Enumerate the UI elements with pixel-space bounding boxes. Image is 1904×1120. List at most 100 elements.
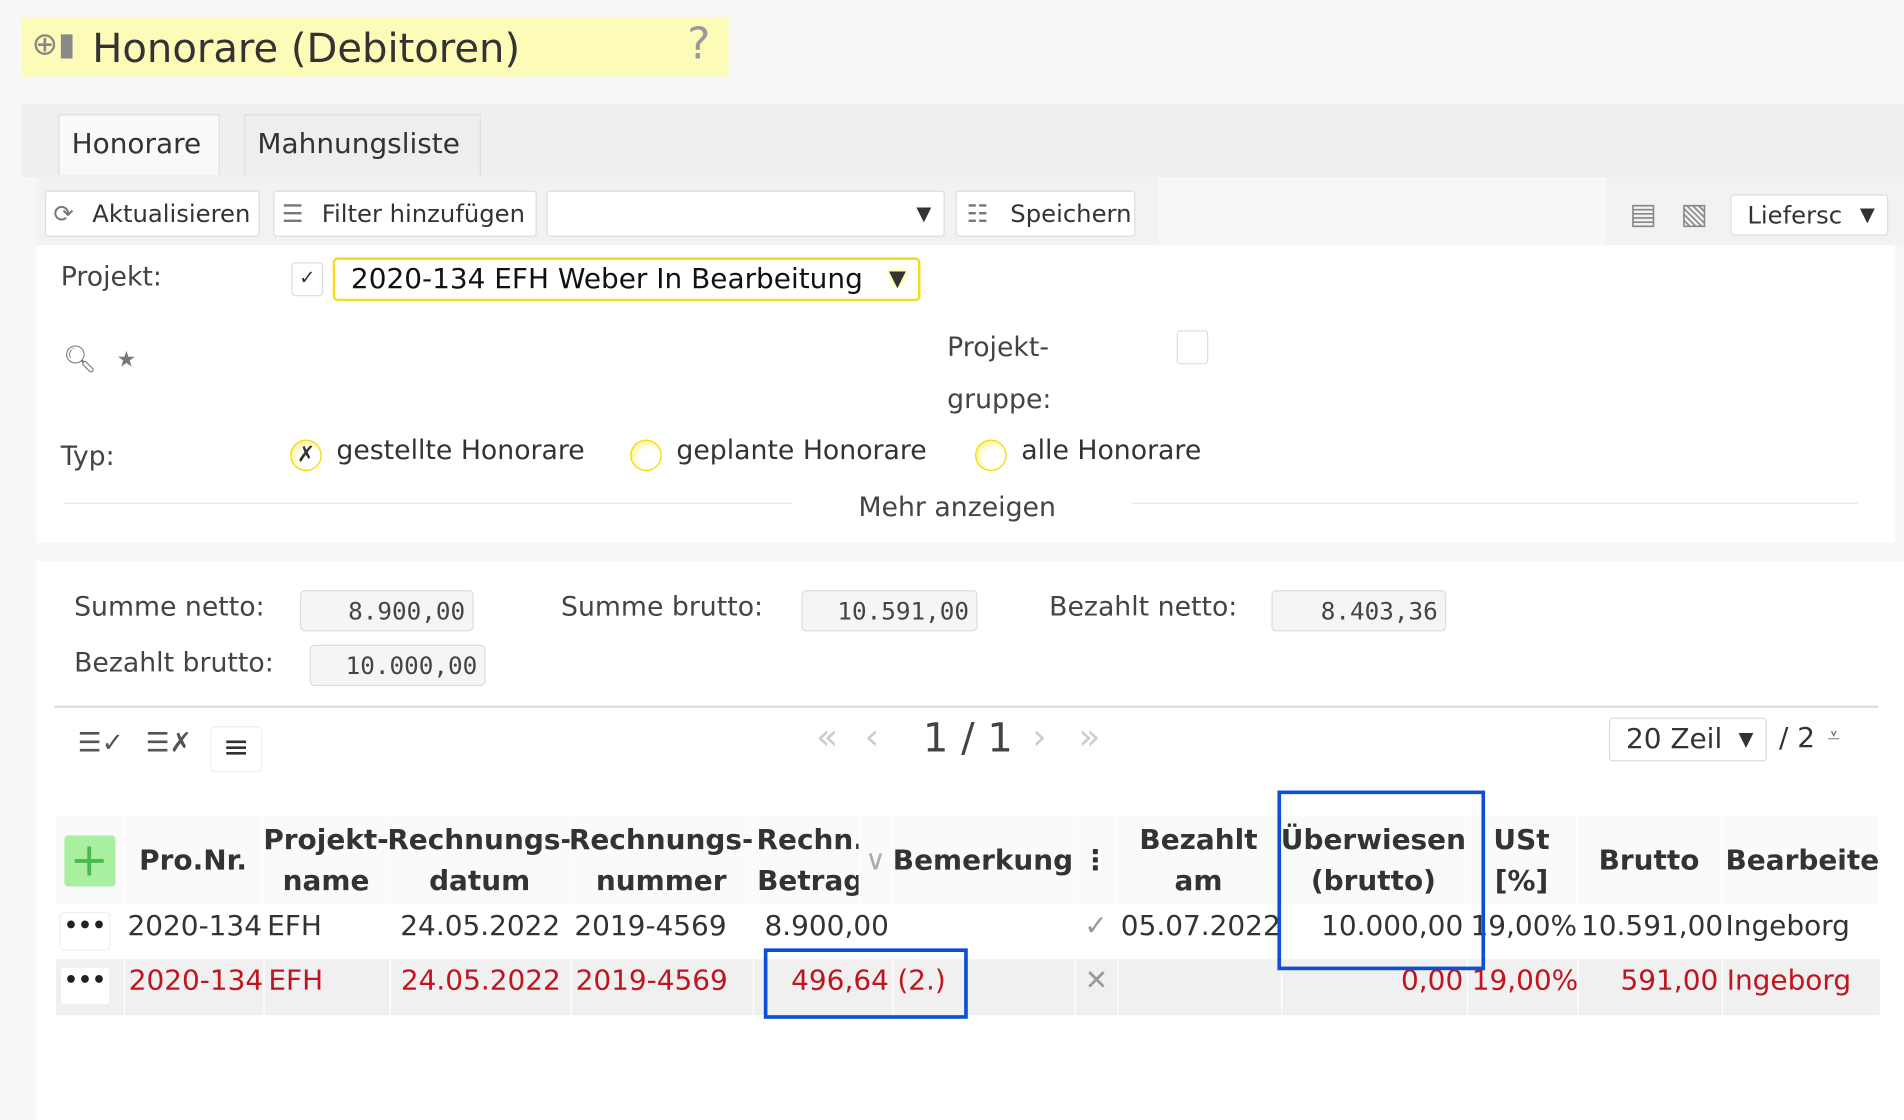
- export-select[interactable]: Liefersc ▼: [1730, 194, 1889, 236]
- highlight-ueberwiesen: [1277, 790, 1486, 971]
- chevron-down-icon: ▼: [1738, 727, 1754, 751]
- header-bemerkung[interactable]: Bemerkung: [892, 816, 1075, 905]
- chevron-down-icon: ▼: [916, 201, 932, 225]
- first-page-icon[interactable]: «: [816, 716, 839, 759]
- save-filter-icon: ☷: [966, 199, 989, 229]
- page-header: ⊕▮ Honorare (Debitoren) ?: [21, 17, 729, 77]
- sort-desc-icon[interactable]: ∨: [859, 816, 893, 905]
- typ-label: Typ:: [60, 442, 115, 473]
- header-pronr[interactable]: Pro.Nr.: [123, 816, 264, 905]
- bezahlt-netto-label: Bezahlt netto:: [1049, 592, 1238, 623]
- radio-gestellte-label[interactable]: gestellte Honorare: [336, 435, 585, 467]
- page-indicator: 1 / 1: [922, 714, 1013, 762]
- header-ust[interactable]: USt [%]: [1466, 816, 1578, 905]
- export-select-value: Liefersc: [1747, 200, 1843, 230]
- add-row-cell: +: [55, 816, 124, 905]
- tab-mahnungsliste[interactable]: Mahnungsliste: [244, 114, 481, 175]
- save-label: Speichern: [1010, 199, 1132, 229]
- tab-honorare[interactable]: Honorare: [58, 114, 220, 175]
- filter-select[interactable]: ▼: [546, 190, 945, 237]
- bezahlt-brutto-label: Bezahlt brutto:: [74, 648, 274, 679]
- summe-netto-value: 8.900,00: [299, 590, 474, 632]
- cell-bemerkung: (2.): [892, 959, 1075, 1016]
- refresh-label: Aktualisieren: [92, 199, 251, 229]
- radio-geplante-label[interactable]: geplante Honorare: [676, 435, 927, 467]
- paid-check-icon: ✓: [1074, 904, 1118, 960]
- next-page-icon[interactable]: ›: [1032, 716, 1047, 759]
- summe-netto-label: Summe netto:: [74, 592, 265, 623]
- summe-brutto-label: Summe brutto:: [561, 592, 764, 623]
- filter-icon: ☰: [281, 199, 304, 229]
- csv-export-icon[interactable]: ▤: [1629, 196, 1658, 231]
- bezahlt-brutto-value: 10.000,00: [309, 644, 486, 687]
- header-ueberwiesen[interactable]: Überwiesen (brutto): [1281, 816, 1467, 905]
- tab-bar: Honorare Mahnungsliste: [21, 104, 1904, 178]
- cell-rechnungsnummer: 2019-4569: [570, 959, 753, 1016]
- header-rechnungsdatum[interactable]: Rechnungs- datum: [389, 816, 571, 905]
- rows-per-page-select[interactable]: 20 Zeil ▼: [1608, 717, 1767, 762]
- prev-page-icon[interactable]: ‹: [864, 716, 880, 759]
- star-icon[interactable]: ★: [116, 347, 137, 373]
- header-rechnungsnummer[interactable]: Rechnungs- nummer: [570, 816, 753, 905]
- unpaid-x-icon: ✕: [1074, 959, 1118, 1016]
- column-count: / 2: [1778, 722, 1816, 755]
- cell-brutto: 10.591,00: [1577, 904, 1722, 960]
- cell-rechnungsnummer: 2019-4569: [570, 904, 753, 960]
- radio-geplante[interactable]: [630, 439, 662, 472]
- cell-bearbeiter: Ingeborg: [1721, 904, 1880, 960]
- cell-rechnungsdatum: 24.05.2022: [389, 959, 571, 1016]
- summe-brutto-value: 10.591,00: [801, 590, 978, 632]
- cell-ueberwiesen: 10.000,00: [1281, 904, 1467, 960]
- cell-rechnungsdatum: 24.05.2022: [389, 904, 571, 960]
- rows-per-page-value: 20 Zeil: [1625, 723, 1723, 756]
- header-betrag[interactable]: Rechn. Betrag: [752, 816, 860, 905]
- cell-betrag: 496,64: [752, 959, 893, 1016]
- radio-alle[interactable]: [975, 439, 1007, 472]
- projekt-checkbox[interactable]: ✓: [291, 262, 324, 297]
- collapse-icon[interactable]: ⩡: [1827, 723, 1840, 750]
- header-bezahlt-am[interactable]: Bezahlt am: [1117, 816, 1282, 905]
- cell-projektname: EFH: [263, 959, 390, 1016]
- more-options-icon[interactable]: ⋮: [1074, 816, 1118, 905]
- add-row-button[interactable]: +: [63, 835, 115, 886]
- projektgruppe-label: Projekt-: [947, 332, 1049, 364]
- projektname-text: EFH: [267, 910, 322, 943]
- deselect-all-icon[interactable]: ☰✗: [145, 728, 193, 759]
- cell-pronr: 2020-134: [123, 904, 264, 960]
- row-actions-button[interactable]: •••: [59, 911, 111, 951]
- pdf-export-icon[interactable]: ▧: [1680, 196, 1709, 231]
- bezahlt-netto-value: 8.403,36: [1271, 590, 1447, 632]
- more-link[interactable]: Mehr anzeigen: [858, 493, 1056, 524]
- header-bearbeiter[interactable]: Bearbeiter: [1721, 816, 1880, 905]
- page-title: Honorare (Debitoren): [92, 24, 521, 72]
- cell-pronr: 2020-134: [123, 959, 264, 1016]
- refresh-icon: ⟳: [53, 199, 74, 229]
- refresh-button[interactable]: ⟳ Aktualisieren: [44, 190, 260, 237]
- projekt-label: Projekt:: [60, 262, 162, 293]
- radio-alle-label[interactable]: alle Honorare: [1021, 435, 1202, 467]
- header-projektname[interactable]: Projekt- name: [263, 816, 390, 905]
- cell-ust: 19,00%: [1466, 959, 1578, 1016]
- add-filter-button[interactable]: ☰ Filter hinzufügen: [273, 190, 537, 237]
- cell-ust: 19,00%: [1466, 904, 1578, 960]
- coins-chart-icon: ⊕▮: [31, 26, 76, 64]
- search-icon[interactable]: 🔍︎: [63, 344, 98, 376]
- header-brutto[interactable]: Brutto: [1577, 816, 1722, 905]
- cell-bearbeiter: Ingeborg: [1721, 959, 1880, 1016]
- projekt-select-value: 2020-134 EFH Weber In Bearbeitung: [350, 263, 863, 296]
- projektgruppe-checkbox[interactable]: [1176, 330, 1209, 365]
- radio-gestellte[interactable]: ✗: [290, 439, 322, 472]
- cell-bezahlt-am: 05.07.2022: [1117, 904, 1282, 960]
- cell-projektname: EFH: [263, 904, 390, 960]
- columns-menu-icon[interactable]: ≡: [210, 726, 263, 773]
- cell-bezahlt-am: [1117, 959, 1282, 1016]
- projektgruppe-label-2: gruppe:: [947, 384, 1052, 416]
- last-page-icon[interactable]: »: [1078, 716, 1101, 759]
- table-row: •••: [55, 904, 124, 960]
- select-all-icon[interactable]: ☰✓: [77, 728, 125, 759]
- question-icon[interactable]: ?: [687, 19, 711, 70]
- projekt-select[interactable]: 2020-134 EFH Weber In Bearbeitung ▼: [332, 257, 921, 302]
- cell-brutto: 591,00: [1577, 959, 1722, 1016]
- save-button[interactable]: ☷ Speichern: [955, 190, 1136, 237]
- row-actions-button[interactable]: •••: [59, 966, 111, 1006]
